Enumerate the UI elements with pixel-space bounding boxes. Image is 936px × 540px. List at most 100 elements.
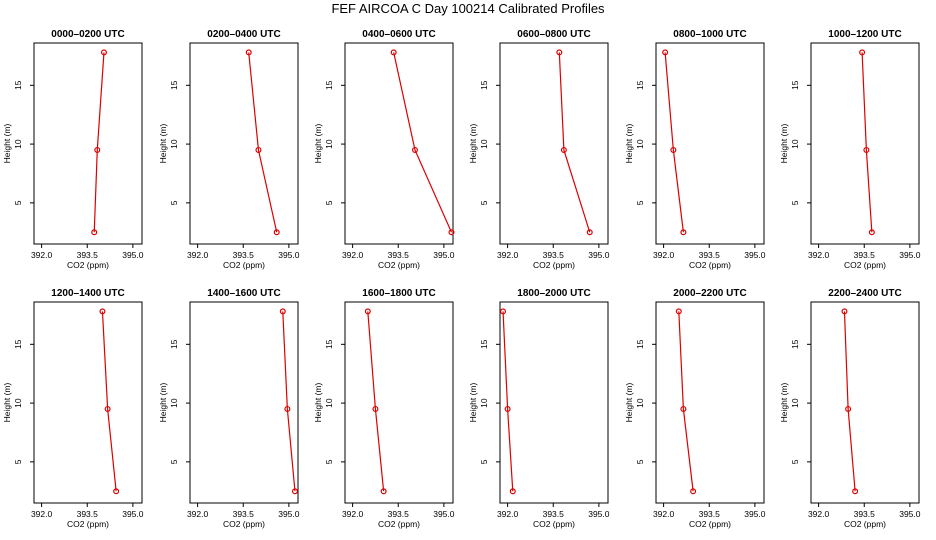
x-tick-label: 395.0 (588, 250, 610, 260)
data-point (841, 308, 848, 315)
data-point (380, 488, 387, 495)
plot-frame (810, 42, 920, 245)
y-tick-label: 10 (324, 398, 334, 408)
profile-line (861, 52, 873, 233)
data-point (680, 405, 687, 412)
y-tick-label: 5 (635, 200, 645, 205)
y-tick-label: 15 (324, 339, 334, 349)
y-tick-label: 15 (479, 339, 489, 349)
y-tick-label: 15 (790, 80, 800, 90)
y-tick-label: 10 (635, 139, 645, 149)
data-point (500, 308, 507, 315)
plot-frame (499, 42, 609, 245)
x-axis-label: CO2 (ppm) (844, 260, 886, 270)
x-tick-label: 392.0 (187, 509, 209, 519)
y-tick-label: 5 (790, 200, 800, 205)
x-axis-label: CO2 (ppm) (689, 260, 731, 270)
y-tick-label: 15 (479, 80, 489, 90)
data-point (255, 146, 262, 153)
data-point (390, 49, 397, 56)
y-tick-label: 5 (324, 200, 334, 205)
panel-title: 0800–1000 UTC (673, 29, 746, 40)
y-tick-label: 5 (13, 459, 23, 464)
panel-title: 0600–0800 UTC (517, 29, 590, 40)
x-tick-label: 395.0 (588, 509, 610, 519)
y-tick-label: 10 (169, 398, 179, 408)
plot-frame (189, 301, 299, 504)
y-tick-label: 10 (13, 398, 23, 408)
profile-line (101, 311, 117, 492)
y-tick-label: 10 (13, 139, 23, 149)
x-axis-label: CO2 (ppm) (378, 519, 420, 529)
y-tick-label: 10 (790, 139, 800, 149)
panel-title: 1000–1200 UTC (828, 29, 901, 40)
x-tick-label: 393.5 (233, 509, 255, 519)
y-axis-label: Height (m) (468, 383, 478, 423)
data-point (99, 308, 106, 315)
y-tick-label: 5 (324, 459, 334, 464)
data-point (859, 49, 866, 56)
profile-line (558, 52, 591, 233)
profile-line (282, 311, 296, 492)
data-point (868, 229, 875, 236)
y-axis-label: Height (m) (2, 383, 12, 423)
x-tick-label: 392.0 (342, 509, 364, 519)
data-point (411, 146, 418, 153)
y-tick-label: 15 (790, 339, 800, 349)
panel-title: 1800–2000 UTC (517, 288, 590, 299)
data-point (670, 146, 677, 153)
profile-line (502, 311, 514, 492)
plot-frame (499, 301, 609, 504)
data-point (91, 229, 98, 236)
plot-frame (344, 301, 454, 504)
y-tick-label: 10 (479, 398, 489, 408)
x-tick-label: 395.0 (278, 250, 300, 260)
plot-frame (33, 42, 143, 245)
x-tick-label: 393.5 (854, 509, 876, 519)
plot-frame (344, 42, 454, 245)
data-point (279, 308, 286, 315)
data-point (680, 229, 687, 236)
y-tick-label: 15 (635, 339, 645, 349)
x-tick-label: 392.0 (497, 509, 519, 519)
data-point (448, 229, 455, 236)
x-tick-label: 395.0 (433, 250, 455, 260)
x-tick-label: 392.0 (187, 250, 209, 260)
data-point (509, 488, 516, 495)
y-axis-label: Height (m) (158, 383, 168, 423)
x-tick-label: 393.5 (543, 509, 565, 519)
x-tick-label: 395.0 (899, 250, 921, 260)
plot-frame (655, 301, 765, 504)
x-tick-label: 392.0 (808, 250, 830, 260)
figure-title: FEF AIRCOA C Day 100214 Calibrated Profi… (331, 1, 605, 16)
panel-title: 1200–1400 UTC (51, 288, 124, 299)
data-point (284, 405, 291, 412)
plot-frame (33, 301, 143, 504)
y-tick-label: 15 (635, 80, 645, 90)
x-tick-label: 393.5 (699, 250, 721, 260)
data-point (662, 49, 669, 56)
x-tick-label: 393.5 (543, 250, 565, 260)
profile-line (678, 311, 694, 492)
data-point (104, 405, 111, 412)
data-point (690, 488, 697, 495)
data-point (273, 229, 280, 236)
panel-title: 0400–0600 UTC (362, 29, 435, 40)
y-axis-label: Height (m) (313, 124, 323, 164)
x-axis-label: CO2 (ppm) (67, 260, 109, 270)
data-point (586, 229, 593, 236)
profile-line (93, 52, 105, 233)
x-tick-label: 393.5 (77, 509, 99, 519)
y-tick-label: 15 (324, 80, 334, 90)
y-tick-label: 10 (324, 139, 334, 149)
x-tick-label: 392.0 (342, 250, 364, 260)
y-axis-label: Height (m) (158, 124, 168, 164)
y-tick-label: 10 (790, 398, 800, 408)
x-tick-label: 395.0 (122, 509, 144, 519)
data-point (863, 146, 870, 153)
data-point (372, 405, 379, 412)
y-axis-label: Height (m) (468, 124, 478, 164)
x-tick-label: 395.0 (899, 509, 921, 519)
data-point (100, 49, 107, 56)
